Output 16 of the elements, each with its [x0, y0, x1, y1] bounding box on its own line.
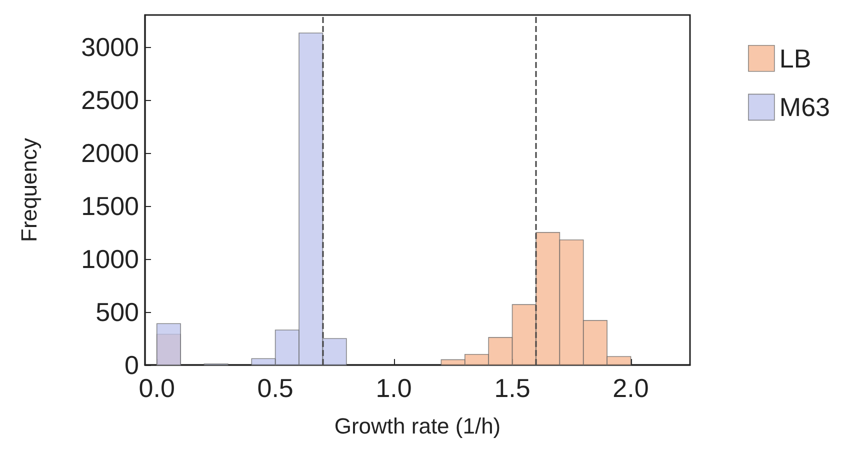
- y-tick-label: 0: [124, 350, 139, 380]
- y-axis-title: Frequency: [16, 138, 42, 242]
- x-tick-label: 2.0: [612, 373, 649, 403]
- x-tick-label: 0.5: [257, 373, 294, 403]
- y-tick-label: 2000: [81, 138, 139, 168]
- x-tick-label: 0.0: [138, 373, 175, 403]
- y-tick-label: 3000: [81, 32, 139, 62]
- x-tick-label: 1.0: [376, 373, 412, 403]
- x-tick-label: 1.5: [494, 373, 530, 403]
- y-tick-label: 1500: [81, 190, 139, 221]
- legend-label: LB: [779, 43, 812, 74]
- y-tick-label: 500: [96, 296, 139, 327]
- y-tick-label: 1000: [81, 244, 139, 274]
- x-axis-title: Growth rate (1/h): [334, 414, 501, 438]
- legend-label: M63: [779, 92, 830, 122]
- y-tick-label: 2500: [81, 84, 139, 115]
